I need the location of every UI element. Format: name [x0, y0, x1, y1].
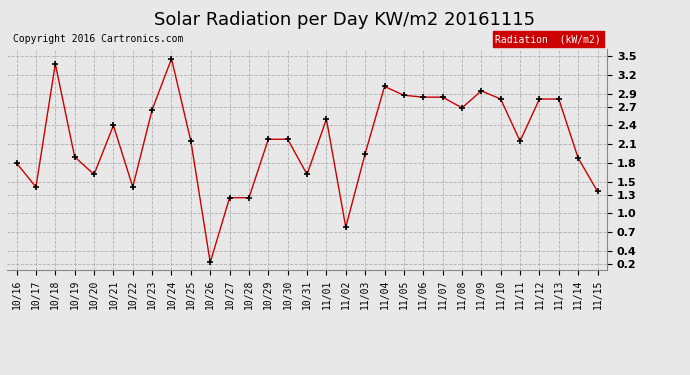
Text: Radiation  (kW/m2): Radiation (kW/m2)	[495, 34, 601, 44]
Text: Copyright 2016 Cartronics.com: Copyright 2016 Cartronics.com	[13, 34, 184, 44]
Text: Solar Radiation per Day KW/m2 20161115: Solar Radiation per Day KW/m2 20161115	[155, 11, 535, 29]
